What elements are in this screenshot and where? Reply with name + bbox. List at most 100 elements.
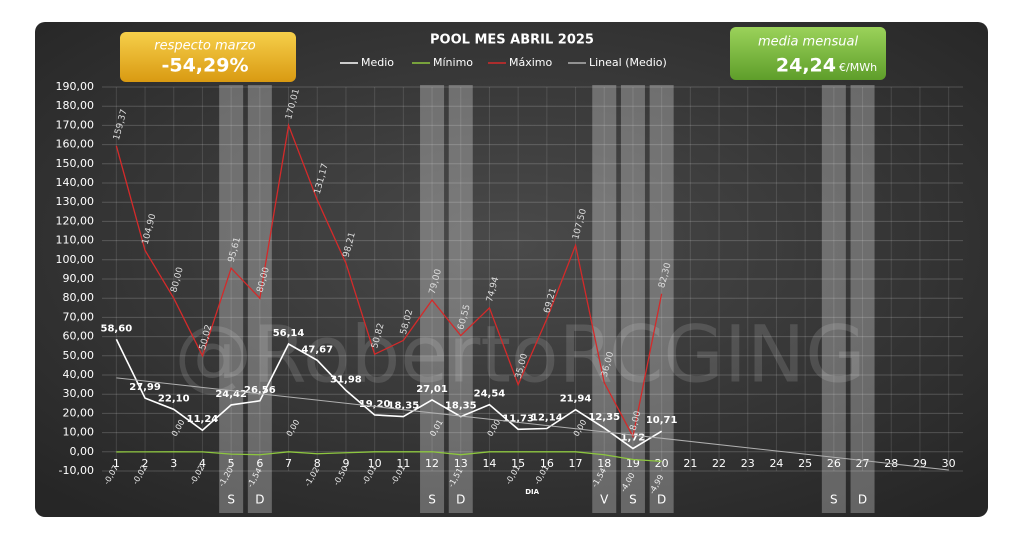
- x-tick-label: 20: [655, 457, 669, 470]
- x-tick-label: 16: [540, 457, 554, 470]
- data-label: 26,56: [244, 385, 276, 396]
- x-tick-label: 29: [913, 457, 927, 470]
- y-tick-label: 110,00: [56, 234, 95, 247]
- x-tick-label: 27: [856, 457, 870, 470]
- weekend-band: [219, 85, 244, 513]
- x-tick-label: 11: [396, 457, 410, 470]
- y-tick-label: 120,00: [56, 214, 95, 227]
- right-box-unit: €/MWh: [839, 61, 877, 74]
- y-tick-label: 80,00: [63, 291, 95, 304]
- right-box-value: 24,24: [776, 55, 836, 77]
- x-tick-label: 23: [741, 457, 755, 470]
- y-tick-label: 160,00: [56, 138, 95, 151]
- x-tick-label: 14: [482, 457, 496, 470]
- y-tick-label: 150,00: [56, 157, 95, 170]
- x-tick-label: 8: [314, 457, 321, 470]
- x-tick-label: 10: [368, 457, 382, 470]
- x-tick-label: 22: [712, 457, 726, 470]
- y-tick-label: 100,00: [56, 253, 95, 266]
- data-label: 10,71: [646, 415, 678, 426]
- left-box-value: -54,29%: [161, 55, 248, 77]
- x-tick-label: 6: [256, 457, 263, 470]
- x-tick-label: 26: [827, 457, 841, 470]
- y-tick-label: 170,00: [56, 118, 95, 131]
- data-label: 11,73: [502, 413, 534, 424]
- data-label: 56,14: [273, 328, 305, 339]
- weekend-band: [850, 85, 875, 513]
- x-tick-label: 3: [170, 457, 177, 470]
- series-line: [115, 122, 663, 439]
- legend-label: Mínimo: [433, 56, 473, 69]
- data-label: 47,67: [301, 344, 333, 355]
- data-label: 24,54: [474, 389, 506, 400]
- x-tick-label: 18: [597, 457, 611, 470]
- y-tick-label: 180,00: [56, 99, 95, 112]
- data-label: 27,01: [416, 384, 448, 395]
- y-tick-label: 60,00: [63, 330, 95, 343]
- band-label: D: [657, 493, 666, 507]
- x-tick-label: 12: [425, 457, 439, 470]
- y-tick-label: 90,00: [63, 272, 95, 285]
- x-tick-label: 21: [683, 457, 697, 470]
- y-tick-label: 20,00: [63, 406, 95, 419]
- x-tick-label: 30: [942, 457, 956, 470]
- x-tick-label: 7: [285, 457, 292, 470]
- y-tick-label: 140,00: [56, 176, 95, 189]
- x-tick-label: 15: [511, 457, 525, 470]
- series-line: [116, 451, 662, 463]
- x-tick-label: 9: [342, 457, 349, 470]
- left-box: [120, 32, 296, 82]
- band-label: D: [456, 493, 465, 507]
- x-axis-label: DIA: [525, 488, 539, 496]
- x-tick-label: 17: [569, 457, 583, 470]
- band-label: S: [830, 493, 838, 507]
- data-label: 22,10: [158, 393, 190, 404]
- series-line: [115, 338, 663, 450]
- data-label: 12,35: [588, 412, 620, 423]
- right-box: [730, 27, 886, 80]
- data-label: 12,14: [531, 412, 563, 423]
- data-label: 24,42: [215, 389, 247, 400]
- band-label: S: [629, 493, 637, 507]
- band-label: V: [600, 493, 609, 507]
- data-label: 58,60: [101, 323, 133, 334]
- data-label: 21,94: [560, 394, 592, 405]
- band-label: S: [428, 493, 436, 507]
- data-label: 27,99: [129, 382, 161, 393]
- y-tick-label: -10,00: [59, 464, 94, 477]
- data-label: 18,35: [445, 401, 477, 412]
- data-label: 11,24: [187, 414, 219, 425]
- panel: [35, 22, 988, 517]
- y-tick-label: 70,00: [63, 310, 95, 323]
- legend-label: Medio: [361, 56, 394, 69]
- chart-title: POOL MES ABRIL 2025: [430, 33, 594, 48]
- band-label: S: [227, 493, 235, 507]
- data-label: 1,72: [621, 432, 646, 443]
- x-tick-label: 4: [199, 457, 206, 470]
- left-box-title: respecto marzo: [154, 39, 255, 54]
- weekend-band: [620, 85, 645, 513]
- legend-label: Máximo: [509, 56, 553, 69]
- y-tick-label: 10,00: [63, 426, 95, 439]
- y-tick-label: 0,00: [70, 445, 95, 458]
- data-label: 18,35: [388, 401, 420, 412]
- weekend-band: [448, 85, 473, 513]
- weekend-band: [821, 85, 846, 513]
- band-label: D: [255, 493, 264, 507]
- y-tick-label: 30,00: [63, 387, 95, 400]
- weekend-band: [420, 85, 445, 513]
- trend-line: [116, 377, 949, 471]
- x-tick-label: 24: [769, 457, 783, 470]
- x-tick-label: 2: [142, 457, 149, 470]
- x-tick-label: 1: [113, 457, 120, 470]
- x-tick-label: 5: [228, 457, 235, 470]
- data-label: 31,98: [330, 374, 362, 385]
- y-tick-label: 40,00: [63, 368, 95, 381]
- right-box-title: media mensual: [758, 35, 859, 50]
- x-tick-label: 25: [798, 457, 812, 470]
- weekend-band: [649, 85, 674, 513]
- x-tick-label: 13: [454, 457, 468, 470]
- weekend-band: [592, 85, 617, 513]
- data-label: 19,20: [359, 399, 391, 410]
